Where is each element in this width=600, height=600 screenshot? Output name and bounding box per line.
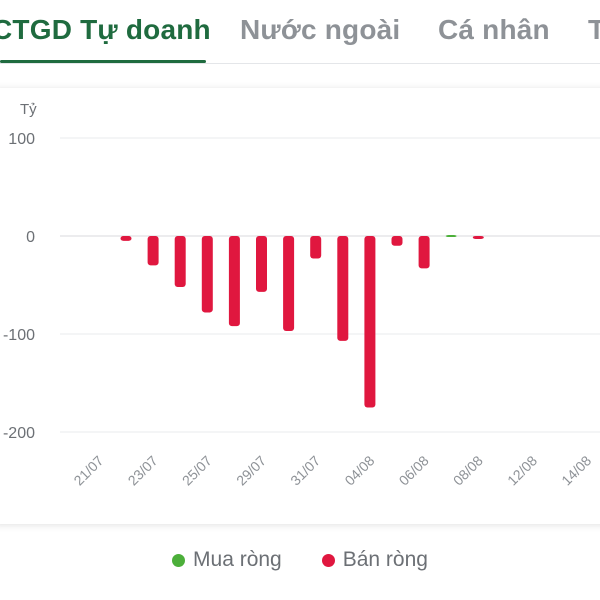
y-axis-unit-label: Tỷ (20, 101, 37, 118)
legend-label-sell: Bán ròng (342, 548, 428, 571)
y-tick-label: 0 (26, 229, 35, 246)
bar-sell (391, 236, 403, 246)
bar-sell (283, 236, 295, 332)
x-tick-label: 21/07 (70, 452, 106, 488)
bar-sell (174, 236, 186, 287)
tab-nuoc-ngoai[interactable]: Nước ngoài (240, 14, 401, 45)
net-trading-chart: Tỷ 100 0 -100 -200 21/07 23/07 25/07 29/07 31/07 0… (3, 101, 600, 489)
x-tick-label: 31/07 (287, 452, 323, 488)
x-tick-label: 06/08 (396, 452, 432, 488)
tab-truncated[interactable]: T (588, 14, 600, 45)
y-tick-label: 100 (8, 131, 35, 148)
chart-legend: Mua ròng Bán ròng (0, 545, 600, 575)
bar-sell (472, 236, 484, 239)
tab-bar: CTGD Tự doanh Nước ngoài Cá nhân T (0, 0, 600, 64)
legend-item-buy[interactable]: Mua ròng (172, 548, 282, 572)
bar-sell (310, 236, 322, 259)
x-tick-label: 14/08 (558, 452, 594, 488)
active-tab-indicator (0, 60, 206, 63)
bar-sell (201, 236, 213, 313)
y-tick-label: -100 (3, 327, 35, 344)
legend-label-buy: Mua ròng (193, 548, 282, 571)
legend-dot-sell (321, 553, 335, 567)
bar-sell (120, 236, 132, 241)
x-tick-label: 25/07 (179, 452, 215, 488)
legend-item-sell[interactable]: Bán ròng (321, 548, 428, 572)
x-tick-label: 29/07 (233, 452, 269, 488)
legend-dot-buy (172, 553, 186, 567)
x-tick-label: 23/07 (125, 452, 161, 488)
x-tick-label: 12/08 (504, 452, 540, 488)
bar-sell (337, 236, 349, 341)
chart-card (0, 88, 600, 524)
bar-sell (364, 236, 376, 408)
y-tick-label: -200 (3, 425, 35, 442)
bar-sell (256, 236, 267, 292)
bar-sell (418, 236, 430, 269)
tab-ca-nhan[interactable]: Cá nhân (438, 14, 550, 45)
x-tick-label: 08/08 (450, 452, 486, 488)
bar-sell (147, 236, 159, 266)
bar-buy (445, 235, 457, 238)
bar-sell (228, 236, 240, 327)
tab-tu-doanh[interactable]: CTGD Tự doanh (0, 14, 211, 45)
x-tick-label: 04/08 (341, 452, 377, 488)
